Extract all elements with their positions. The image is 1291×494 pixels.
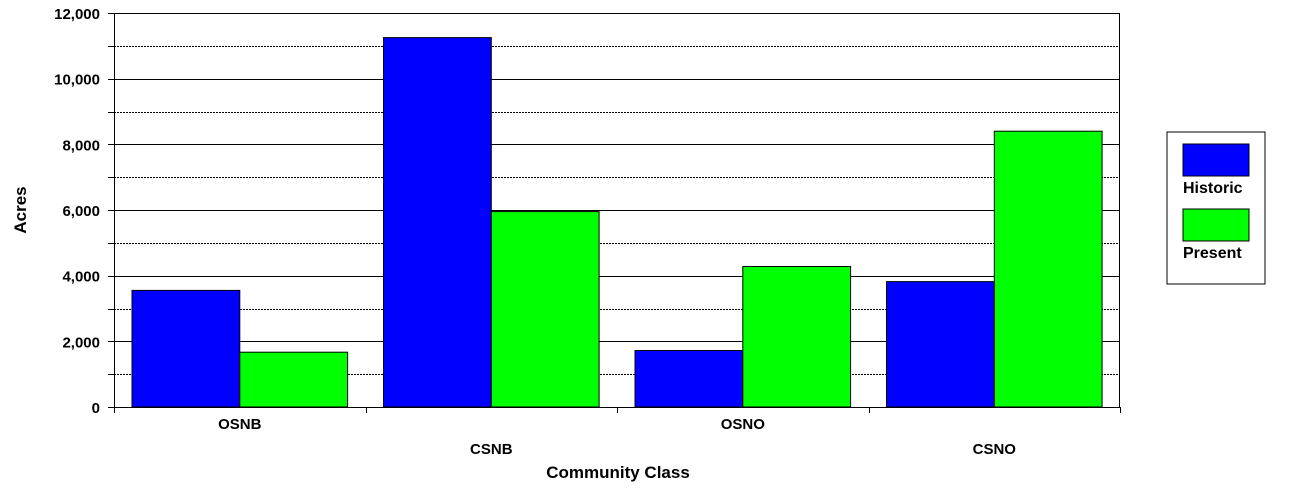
x-tick-label-osno: OSNO [721,416,766,433]
y-tick-label: 2,000 [62,334,100,351]
bar-present-csno [993,130,1103,408]
y-tick-label: 12,000 [54,6,100,23]
y-tick-label: 4,000 [62,269,100,286]
bar-historic-osnb [131,289,241,408]
axes [108,13,1121,413]
x-tick-labels: OSNB CSNB OSNO CSNO [218,416,1016,458]
y-tick-label: 10,000 [54,72,100,89]
bars [131,37,1103,408]
legend: Historic Present [1166,131,1266,285]
bar-historic-csno [886,281,995,408]
bar-present-osno [742,266,852,408]
legend-swatch-historic [1182,143,1250,177]
y-axis-label: Acres [11,186,30,233]
x-tick-label-csno: CSNO [973,441,1017,458]
x-axis-label: Community Class [546,463,690,482]
bar-present-csnb [490,211,600,408]
x-tick-label-osnb: OSNB [218,416,262,433]
x-tick-label-csnb: CSNB [470,441,513,458]
legend-swatch-present [1182,208,1250,242]
bar-historic-csnb [383,37,492,408]
legend-label-historic: Historic [1183,180,1243,197]
legend-label-present: Present [1183,245,1242,262]
y-tick-label: 6,000 [62,203,100,220]
bar-present-osnb [239,351,349,408]
y-tick-labels: 0 2,000 4,000 6,000 8,000 10,000 12,000 [54,6,100,417]
bar-historic-osno [634,350,744,408]
y-tick-label: 0 [92,400,100,417]
y-tick-label: 8,000 [62,137,100,154]
